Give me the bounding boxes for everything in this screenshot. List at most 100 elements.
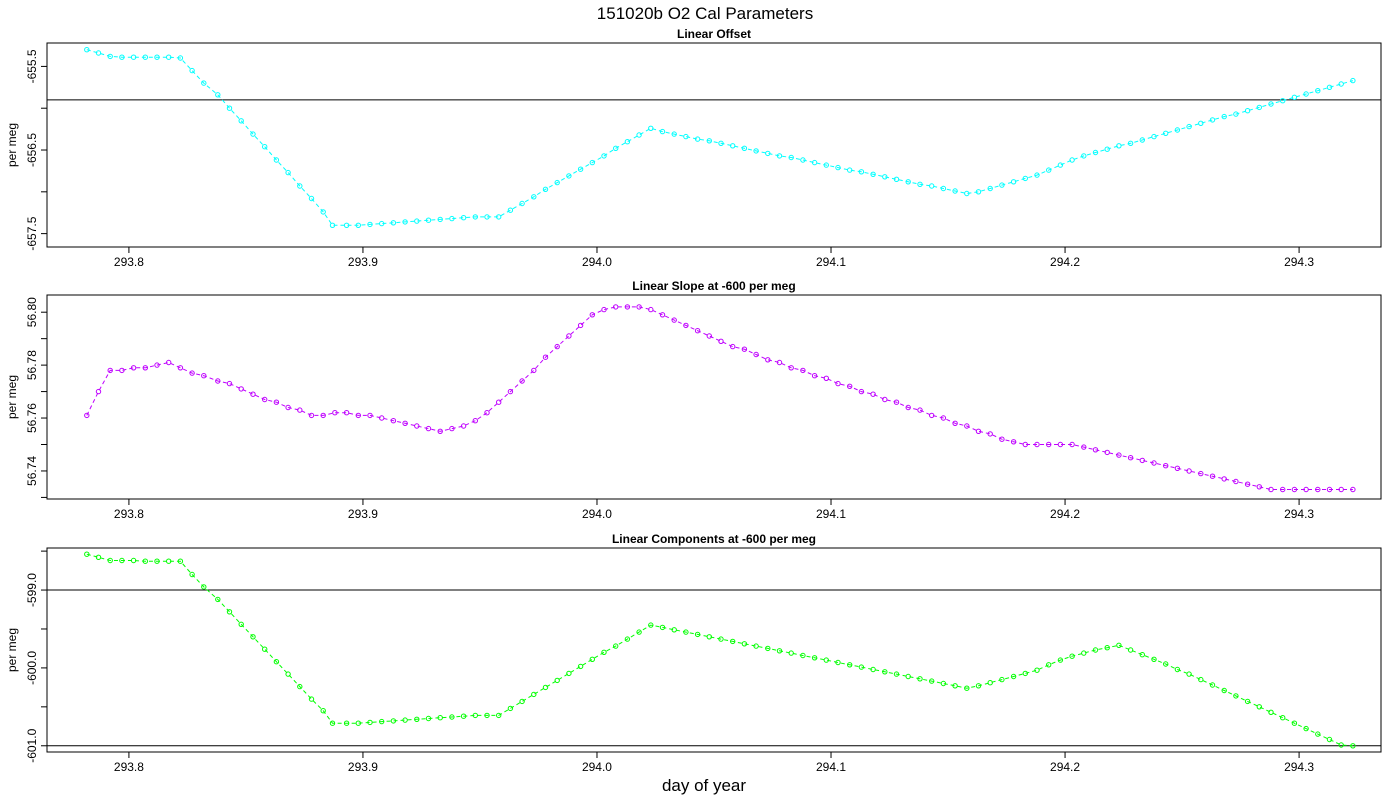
data-point <box>718 140 724 147</box>
data-point <box>566 173 572 179</box>
data-point <box>402 420 408 426</box>
x-tick-label: 293.9 <box>348 255 378 269</box>
data-point <box>1092 447 1099 453</box>
data-point <box>659 624 666 631</box>
data-point <box>776 648 783 654</box>
data-point <box>154 54 160 60</box>
data-point <box>741 145 748 152</box>
data-point <box>542 684 549 691</box>
data-point <box>107 557 113 564</box>
data-point <box>648 125 654 132</box>
data-point <box>929 183 935 189</box>
data-point <box>390 220 397 226</box>
data-point <box>1268 101 1274 107</box>
data-point <box>507 705 514 712</box>
data-point <box>1221 687 1227 694</box>
data-point <box>1046 662 1052 668</box>
data-point <box>788 365 794 371</box>
data-point <box>1104 645 1110 651</box>
data-point <box>320 708 326 714</box>
data-point <box>1244 481 1251 487</box>
data-point <box>250 634 256 640</box>
data-point <box>835 380 841 387</box>
data-point <box>496 712 502 719</box>
x-tick-label: 293.8 <box>114 255 144 269</box>
x-tick-label: 294.2 <box>1050 507 1080 521</box>
panel-linear-slope: Linear Slope at -600 per meg per meg 293… <box>5 279 1382 521</box>
data-point <box>355 720 361 726</box>
y-tick-label: -657.5 <box>25 216 39 250</box>
data-point <box>119 54 125 60</box>
data-point <box>577 166 584 172</box>
y-tick-label: -656.5 <box>25 133 39 167</box>
data-point <box>800 652 806 659</box>
data-point <box>1022 441 1029 448</box>
data-point <box>1256 104 1263 111</box>
data-point <box>119 557 125 564</box>
x-tick-label: 294.1 <box>816 507 846 521</box>
data-point <box>285 404 291 411</box>
data-point <box>1291 486 1298 493</box>
data-point <box>484 410 490 416</box>
data-point <box>1268 486 1274 493</box>
data-point <box>250 131 256 137</box>
data-point <box>952 420 958 426</box>
data-point <box>425 425 432 432</box>
data-point <box>601 649 607 655</box>
data-point <box>142 558 149 564</box>
data-point <box>1315 88 1321 94</box>
data-point <box>355 412 361 419</box>
data-point <box>847 662 853 668</box>
data-point <box>177 558 184 564</box>
data-point <box>1256 484 1263 490</box>
data-point <box>1186 468 1192 474</box>
data-point <box>308 696 315 702</box>
data-point <box>215 378 221 384</box>
x-tick-label: 293.9 <box>348 507 378 521</box>
x-tick-label: 294.1 <box>816 255 846 269</box>
data-point <box>882 396 888 403</box>
data-point <box>343 222 350 229</box>
y-tick-label: 56.74 <box>25 456 39 486</box>
data-point <box>893 176 900 183</box>
data-point <box>776 359 783 366</box>
data-point <box>788 154 794 161</box>
data-point <box>589 159 595 166</box>
data-point <box>659 312 666 318</box>
data-point <box>1151 656 1157 662</box>
data-point <box>800 367 806 374</box>
data-point <box>437 715 443 721</box>
data-point <box>905 179 911 185</box>
data-point <box>130 365 137 371</box>
data-point <box>84 551 90 557</box>
data-point <box>238 386 244 392</box>
data-point <box>589 656 595 662</box>
data-point <box>507 388 514 395</box>
data-point <box>917 181 923 188</box>
data-point <box>1022 175 1029 182</box>
data-point <box>1127 647 1134 653</box>
panel-linear-offset: Linear Offset per meg 293.8 293.9 294.0 294… <box>5 27 1382 269</box>
data-point <box>1315 486 1321 493</box>
data-point <box>460 215 467 221</box>
data-point <box>379 718 385 725</box>
data-point <box>226 380 233 387</box>
data-point <box>929 678 935 684</box>
data-point <box>320 412 326 419</box>
data-point <box>1233 693 1239 699</box>
y-axis-label: per meg <box>5 375 19 419</box>
data-point <box>519 200 525 207</box>
data-point <box>765 150 771 157</box>
data-point <box>940 680 947 687</box>
data-point <box>297 683 303 690</box>
data-point <box>730 343 736 350</box>
data-point <box>694 631 701 638</box>
data-point <box>940 185 947 192</box>
data-point <box>496 214 502 220</box>
panel-title: Linear Components at -600 per meg <box>612 532 816 546</box>
data-point <box>390 718 397 724</box>
data-point <box>636 304 642 310</box>
data-point <box>718 338 724 344</box>
data-point <box>1244 108 1251 114</box>
data-point <box>130 54 137 60</box>
